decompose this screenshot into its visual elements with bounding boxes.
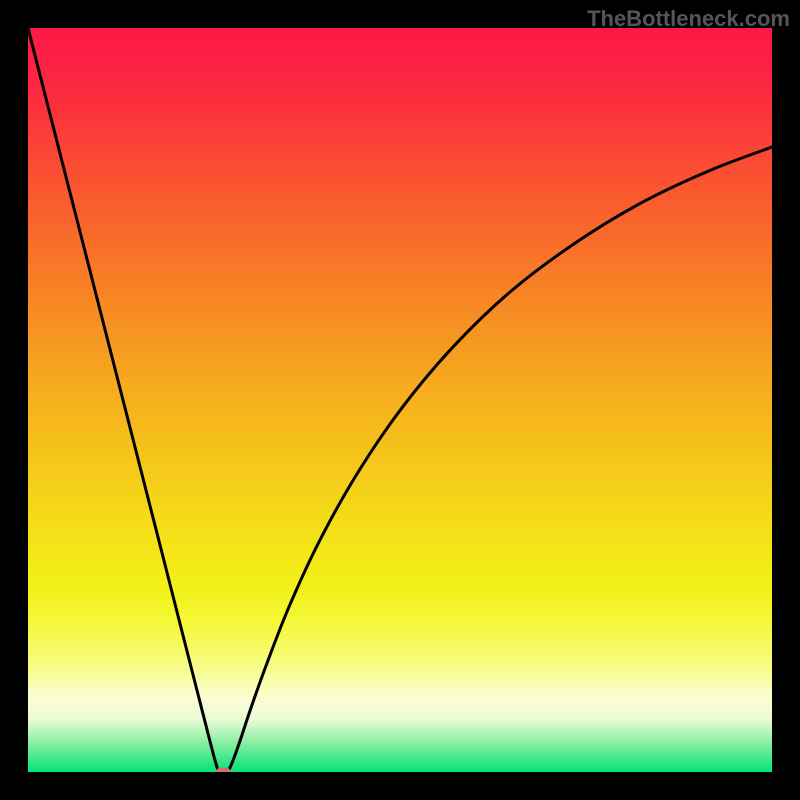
minimum-marker xyxy=(216,768,231,772)
gradient-background xyxy=(28,28,772,772)
chart-container: TheBottleneck.com xyxy=(0,0,800,800)
bottleneck-curve-chart xyxy=(28,28,772,772)
